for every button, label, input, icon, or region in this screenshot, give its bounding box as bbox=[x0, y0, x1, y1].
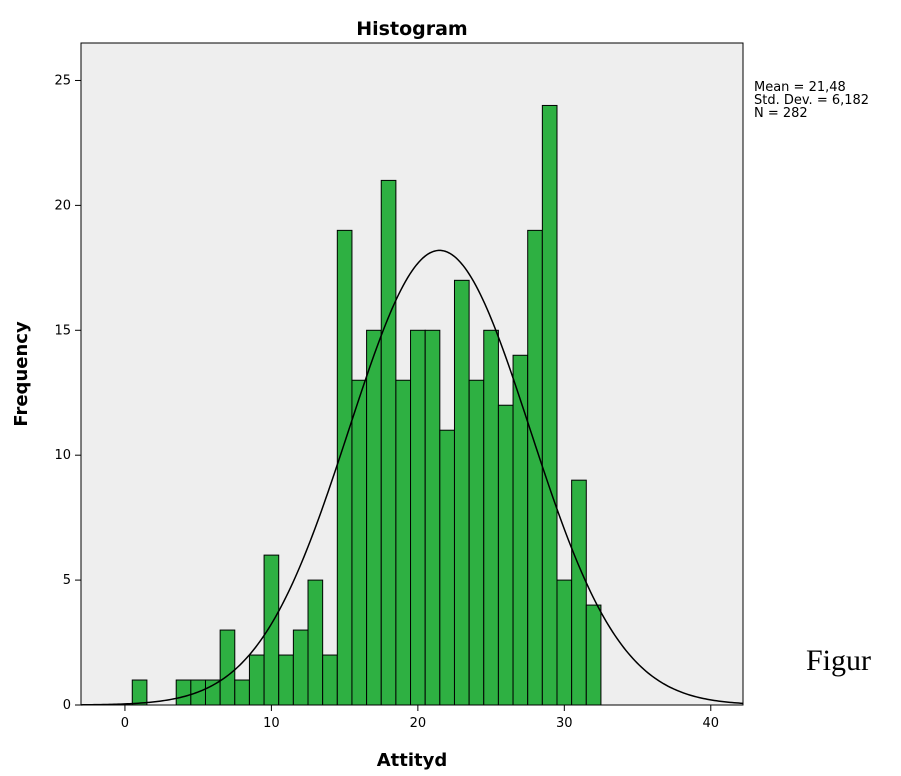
x-tick-label: 30 bbox=[556, 716, 573, 731]
histogram-bar bbox=[204, 679, 221, 706]
stats-line: Mean = 21,48 bbox=[754, 80, 846, 95]
histogram-bar bbox=[395, 379, 412, 706]
histogram-bar bbox=[453, 279, 470, 706]
histogram-bar bbox=[336, 229, 353, 706]
histogram-bar bbox=[424, 329, 441, 706]
histogram-bar bbox=[292, 629, 309, 706]
histogram-bar bbox=[380, 179, 397, 706]
histogram-bar bbox=[585, 604, 602, 706]
histogram-bar bbox=[556, 579, 573, 706]
x-tick-label: 10 bbox=[263, 716, 280, 731]
histogram-bar bbox=[131, 679, 148, 706]
y-axis-title: Frequency bbox=[11, 321, 32, 427]
histogram-bar bbox=[219, 629, 236, 706]
histogram-bar bbox=[263, 554, 280, 706]
normal-curve bbox=[80, 249, 744, 706]
side-caption-text: Figur bbox=[806, 644, 872, 677]
histogram-bar bbox=[468, 379, 485, 706]
histogram-bar bbox=[307, 579, 324, 706]
y-tick-label: 5 bbox=[63, 573, 71, 588]
y-tick-label: 15 bbox=[54, 323, 71, 338]
x-tick-label: 0 bbox=[121, 716, 129, 731]
histogram-bar bbox=[278, 654, 294, 706]
histogram-bar bbox=[571, 479, 587, 706]
stats-line: N = 282 bbox=[754, 106, 808, 121]
histogram-bar bbox=[512, 354, 529, 706]
histogram-bar bbox=[322, 654, 338, 706]
histogram-bar bbox=[439, 429, 455, 706]
axis-ticks: 0 5 10 15 20 25 0 10 20 30 40 bbox=[54, 73, 719, 731]
stats-line: Std. Dev. = 6,182 bbox=[754, 93, 869, 108]
histogram-bar bbox=[410, 329, 426, 706]
histogram-bar bbox=[527, 229, 543, 706]
x-axis-title: Attityd bbox=[377, 750, 448, 771]
histogram-bar bbox=[541, 104, 558, 706]
bars bbox=[131, 104, 602, 706]
histogram-bar bbox=[175, 679, 192, 706]
histogram-bar bbox=[497, 404, 514, 706]
histogram-bar bbox=[351, 379, 368, 706]
y-tick-label: 20 bbox=[54, 198, 71, 213]
x-tick-label: 40 bbox=[703, 716, 720, 731]
histogram-bar bbox=[248, 654, 265, 706]
x-tick-label: 20 bbox=[410, 716, 427, 731]
chart-title: Histogram bbox=[356, 18, 467, 40]
histogram-bar bbox=[234, 679, 250, 706]
y-tick-label: 0 bbox=[63, 698, 71, 713]
histogram-bar bbox=[483, 329, 499, 706]
y-tick-label: 25 bbox=[54, 73, 71, 88]
histogram-bar bbox=[366, 329, 382, 706]
y-tick-label: 10 bbox=[54, 448, 71, 463]
